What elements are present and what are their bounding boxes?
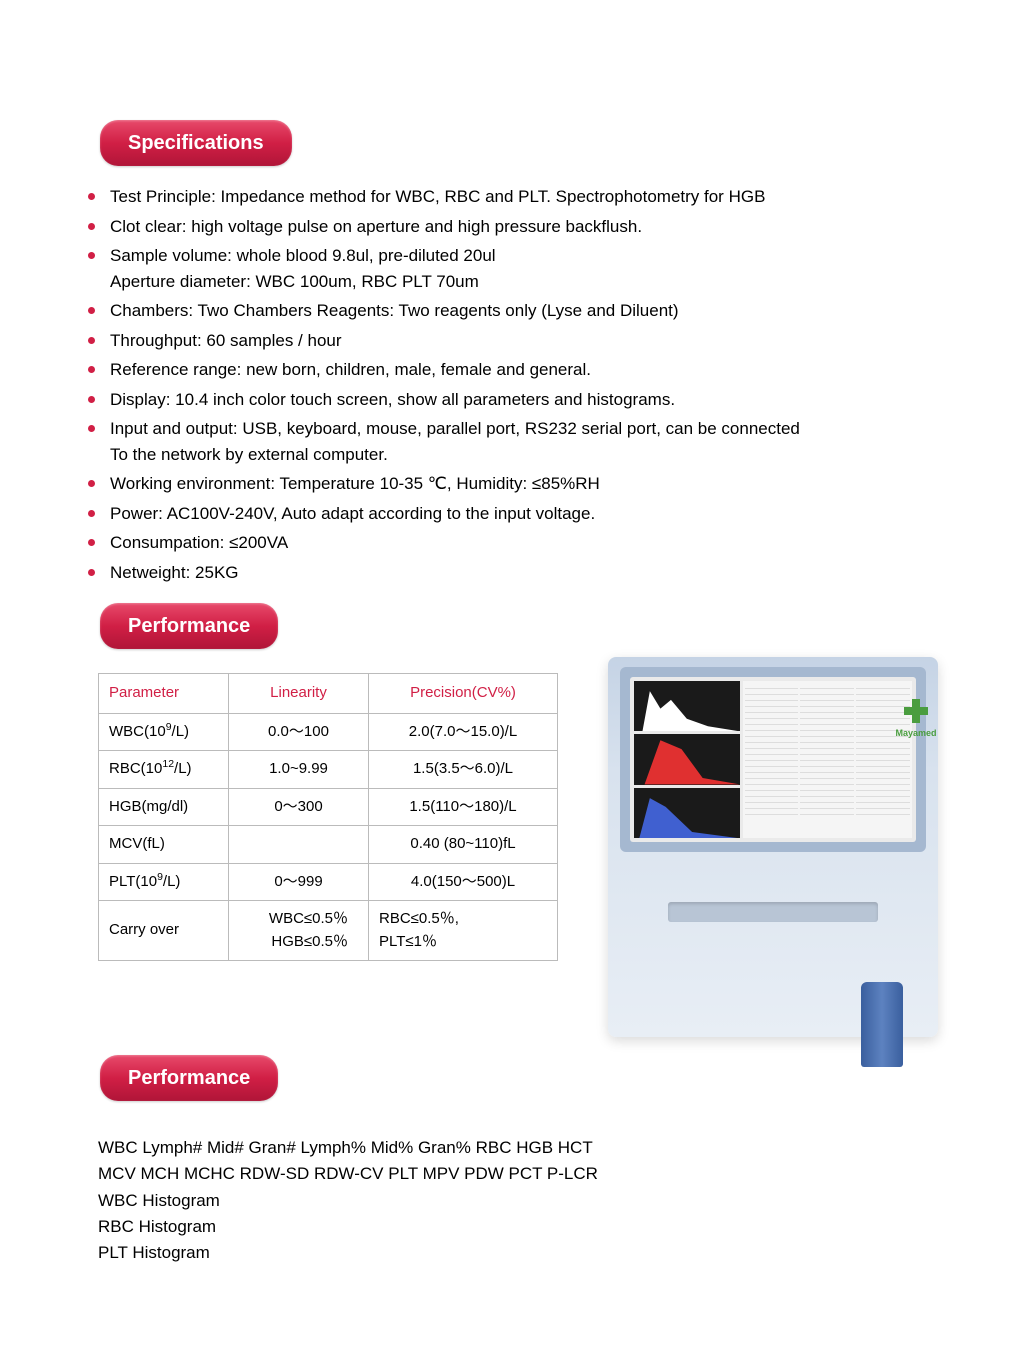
cell-parameter: WBC(109/L) [99, 713, 229, 751]
device-screen [630, 677, 916, 842]
table-row-carryover: Carry overWBC≤0.5％HGB≤0.5％RBC≤0.5％,PLT≤1… [99, 901, 558, 961]
spec-item: Chambers: Two Chambers Reagents: Two rea… [88, 298, 961, 324]
performance-header-1: Performance [100, 603, 278, 649]
spec-item: Power: AC100V-240V, Auto adapt according… [88, 501, 961, 527]
brand-label: Mayamed [895, 727, 936, 741]
specifications-section: Specifications Test Principle: Impedance… [80, 120, 961, 585]
cell-carryover-3: RBC≤0.5％,PLT≤1％ [369, 901, 558, 961]
spec-item: Display: 10.4 inch color touch screen, s… [88, 387, 961, 413]
spec-item: Working environment: Temperature 10-35 ℃… [88, 471, 961, 497]
specifications-header: Specifications [100, 120, 292, 166]
cell-carryover-2: WBC≤0.5％HGB≤0.5％ [229, 901, 369, 961]
cell-precision: 0.40 (80~110)fL [369, 826, 558, 864]
table-row: WBC(109/L)0.0～1002.0(7.0～15.0)/L [99, 713, 558, 751]
table-row: MCV(fL) 0.40 (80~110)fL [99, 826, 558, 864]
screen-histograms [634, 681, 740, 838]
cell-precision: 1.5(3.5～6.0)/L [369, 751, 558, 789]
cell-parameter: PLT(109/L) [99, 863, 229, 901]
device-sample-probe [861, 982, 903, 1067]
performance-section-1: Performance Parameter Linearity Precisio… [80, 603, 961, 1037]
params-line-5: PLT Histogram [98, 1240, 961, 1266]
col-precision: Precision(CV%) [369, 674, 558, 714]
device-screen-frame [620, 667, 926, 852]
performance-section-2: Performance WBC Lymph# Mid# Gran# Lymph%… [80, 1055, 961, 1267]
parameters-block: WBC Lymph# Mid# Gran# Lymph% Mid% Gran% … [98, 1135, 961, 1267]
cross-icon [902, 697, 930, 725]
device-body: Mayamed [608, 657, 938, 1037]
spec-item-continuation: Aperture diameter: WBC 100um, RBC PLT 70… [110, 269, 961, 295]
performance-header-2: Performance [100, 1055, 278, 1101]
cell-parameter: HGB(mg/dl) [99, 788, 229, 826]
cell-parameter: RBC(1012/L) [99, 751, 229, 789]
device-logo: Mayamed [886, 697, 946, 747]
spec-item: Test Principle: Impedance method for WBC… [88, 184, 961, 210]
cell-linearity: 0～999 [229, 863, 369, 901]
col-linearity: Linearity [229, 674, 369, 714]
performance-table: Parameter Linearity Precision(CV%) WBC(1… [98, 673, 558, 961]
spec-item: Throughput: 60 samples / hour [88, 328, 961, 354]
cell-parameter: MCV(fL) [99, 826, 229, 864]
cell-linearity: 0.0～100 [229, 713, 369, 751]
table-row: RBC(1012/L)1.0~9.991.5(3.5～6.0)/L [99, 751, 558, 789]
table-header-row: Parameter Linearity Precision(CV%) [99, 674, 558, 714]
cell-precision: 1.5(110～180)/L [369, 788, 558, 826]
spec-item: Consumpation: ≤200VA [88, 530, 961, 556]
spec-item: Clot clear: high voltage pulse on apertu… [88, 214, 961, 240]
device-printer-slot [668, 902, 878, 922]
params-line-4: RBC Histogram [98, 1214, 961, 1240]
spec-item: Sample volume: whole blood 9.8ul, pre-di… [88, 243, 961, 294]
params-line-3: WBC Histogram [98, 1188, 961, 1214]
table-row: HGB(mg/dl)0～3001.5(110～180)/L [99, 788, 558, 826]
device-image: Mayamed [588, 617, 958, 1037]
cell-precision: 4.0(150～500)L [369, 863, 558, 901]
params-line-2: MCV MCH MCHC RDW-SD RDW-CV PLT MPV PDW P… [98, 1161, 961, 1187]
table-row: PLT(109/L)0～9994.0(150～500)L [99, 863, 558, 901]
spec-item: Reference range: new born, children, mal… [88, 357, 961, 383]
params-line-1: WBC Lymph# Mid# Gran# Lymph% Mid% Gran% … [98, 1135, 961, 1161]
spec-item-continuation: To the network by external computer. [110, 442, 961, 468]
specifications-list: Test Principle: Impedance method for WBC… [88, 184, 961, 585]
col-parameter: Parameter [99, 674, 229, 714]
plt-histogram [634, 788, 740, 838]
cell-linearity: 0～300 [229, 788, 369, 826]
spec-item: Netweight: 25KG [88, 560, 961, 586]
cell-linearity: 1.0~9.99 [229, 751, 369, 789]
rbc-histogram [634, 734, 740, 784]
cell-precision: 2.0(7.0～15.0)/L [369, 713, 558, 751]
cell-carryover-label: Carry over [99, 901, 229, 961]
spec-item: Input and output: USB, keyboard, mouse, … [88, 416, 961, 467]
performance-table-wrap: Parameter Linearity Precision(CV%) WBC(1… [98, 673, 558, 961]
wbc-histogram [634, 681, 740, 731]
cell-linearity [229, 826, 369, 864]
